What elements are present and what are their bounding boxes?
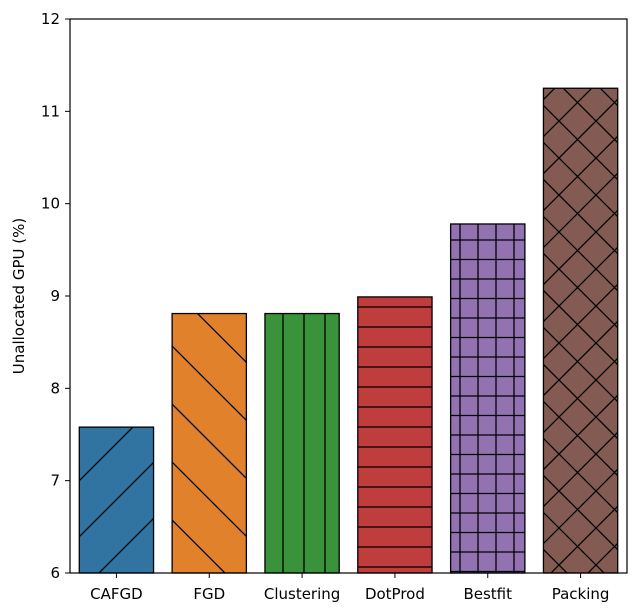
bar-hatch-bestfit [449, 223, 526, 574]
x-tick-label-cafgd: CAFGD [90, 585, 143, 603]
x-tick-label-dotprod: DotProd [365, 585, 425, 603]
x-tick-label-clustering: Clustering [264, 585, 340, 603]
bars [78, 87, 619, 574]
bar-hatch-fgd [171, 312, 248, 574]
bar-hatch-packing [542, 87, 619, 574]
y-tick-label-11: 11 [41, 102, 60, 120]
bar-fgd [171, 312, 248, 574]
y-tick-label-8: 8 [50, 379, 60, 397]
y-tick-label-12: 12 [41, 10, 60, 28]
x-tick-label-packing: Packing [552, 585, 610, 603]
bar-cafgd [78, 426, 155, 574]
y-tick-label-10: 10 [41, 195, 60, 213]
bar-bestfit [449, 223, 526, 574]
x-axis: CAFGD FGD Clustering DotProd Bestfit Packing [90, 573, 609, 603]
y-tick-label-9: 9 [50, 287, 60, 305]
bar-hatch-cafgd [78, 426, 155, 574]
bar-hatch-dotprod [357, 296, 433, 574]
x-tick-label-fgd: FGD [193, 585, 225, 603]
bar-dotprod [357, 296, 433, 574]
y-tick-label-6: 6 [50, 564, 60, 582]
y-axis: 6 7 8 9 10 11 12 [41, 10, 70, 582]
x-tick-label-bestfit: Bestfit [463, 585, 512, 603]
y-tick-label-7: 7 [50, 472, 60, 490]
bar-clustering [264, 312, 340, 574]
bar-hatch-clustering [264, 312, 340, 574]
bar-packing [542, 87, 619, 574]
y-axis-title: Unallocated GPU (%) [10, 218, 28, 374]
